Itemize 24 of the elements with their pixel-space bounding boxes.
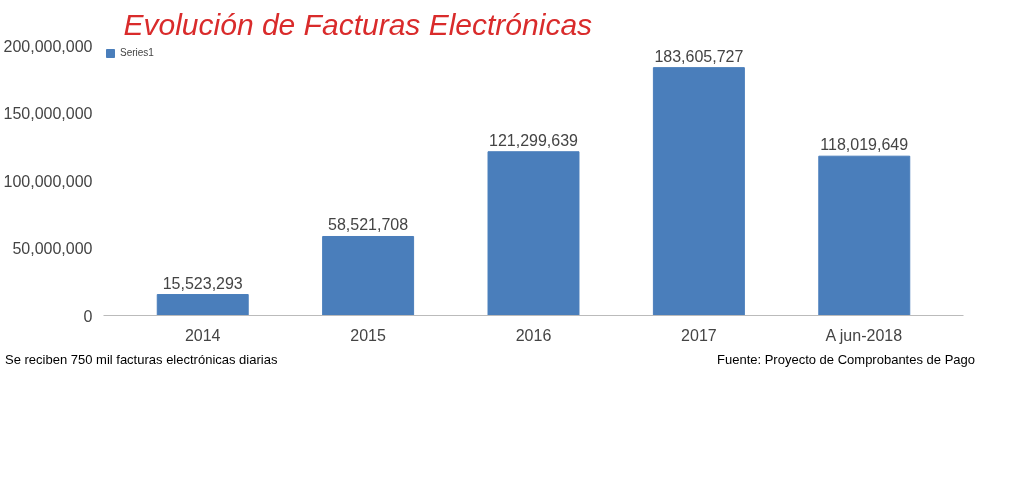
text: Se reciben 750 mil facturas electrónicas diarias — [5, 351, 278, 369]
data-label: 58,521,708 — [328, 216, 409, 234]
x-tick-label: 2017 — [681, 326, 717, 344]
data-label: 183,605,727 — [654, 47, 744, 65]
data-label: 118,019,649 — [820, 136, 909, 154]
y-tick-label: 50,000,000 — [12, 240, 93, 257]
bar — [818, 155, 911, 316]
data-label: 121,299,639 — [489, 131, 579, 149]
legend-label: Series1 — [120, 47, 154, 58]
bar — [156, 294, 249, 316]
x-tick-label: 2016 — [515, 326, 552, 344]
x-tick-label: A jun-2018 — [825, 326, 903, 344]
data-label: 15,523,293 — [162, 274, 243, 292]
x-tick-label: 2015 — [350, 326, 387, 344]
x-tick-label: 2014 — [184, 326, 221, 344]
source-note: Fuente: Proyecto de Comprobantes de Pago — [717, 351, 975, 369]
y-tick-label: 100,000,000 — [3, 172, 93, 190]
y-tick-label: 150,000,000 — [3, 105, 93, 122]
chart-title: Evolución de Facturas Electrónicas — [123, 7, 593, 41]
y-tick-label: 0 — [83, 307, 93, 325]
bar — [652, 67, 745, 316]
y-tick-label: 200,000,000 — [3, 37, 93, 55]
bar — [487, 151, 580, 316]
bar — [322, 236, 415, 316]
